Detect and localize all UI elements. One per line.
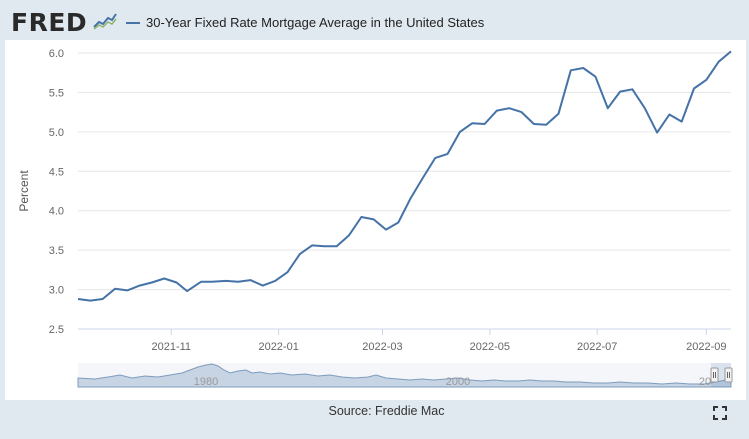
plot-area xyxy=(78,53,731,329)
line-chart[interactable]: 6.0 5.5 5.0 4.5 4.0 3.5 3.0 2.5 2021-11 2022-01 2… xyxy=(0,40,749,400)
navigator-year-label: 2000 xyxy=(446,376,470,388)
legend: 30-Year Fixed Rate Mortgage Average in t… xyxy=(126,15,484,30)
legend-label: 30-Year Fixed Rate Mortgage Average in t… xyxy=(146,15,485,30)
x-tick-label: 2022-01 xyxy=(258,341,298,353)
y-tick-label: 3.5 xyxy=(49,245,64,257)
series-line[interactable] xyxy=(77,50,732,302)
sparkline-logo-icon xyxy=(93,13,117,30)
y-tick-label: 4.5 xyxy=(49,166,64,178)
y-axis-label: Percent xyxy=(17,170,31,212)
navigator-handle-left[interactable] xyxy=(710,367,719,383)
chart-area: 6.0 5.5 5.0 4.5 4.0 3.5 3.0 2.5 2021-11 2022-01 2… xyxy=(0,40,749,400)
x-tick-label: 2022-05 xyxy=(470,341,510,353)
x-tick-label: 2021-11 xyxy=(152,341,192,353)
source-note: Source: Freddie Mac xyxy=(328,404,445,418)
y-tick-label: 5.5 xyxy=(49,87,64,99)
y-tick-label: 3.0 xyxy=(49,285,64,297)
x-tick-label: 2022-07 xyxy=(577,341,617,353)
x-tick-label: 2022-09 xyxy=(686,341,726,353)
y-tick-label: 6.0 xyxy=(49,48,64,60)
fullscreen-icon[interactable] xyxy=(713,406,727,420)
y-tick-label: 2.5 xyxy=(49,324,64,336)
navigator-area xyxy=(77,363,732,388)
y-tick-label: 4.0 xyxy=(49,206,64,218)
y-tick-label: 5.0 xyxy=(49,127,64,139)
x-tick-label: 2022-03 xyxy=(362,341,402,353)
navigator-handle-right[interactable] xyxy=(724,367,733,383)
navigator-year-label: 20 xyxy=(699,376,711,388)
fred-logo[interactable]: FRED xyxy=(11,8,88,37)
legend-swatch xyxy=(126,21,140,24)
navigator-year-label: 1980 xyxy=(194,376,218,388)
range-navigator[interactable]: 1980 2000 20 xyxy=(77,363,733,388)
chart-header: FRED 30-Year Fixed Rate Mortgage Average… xyxy=(0,0,749,46)
